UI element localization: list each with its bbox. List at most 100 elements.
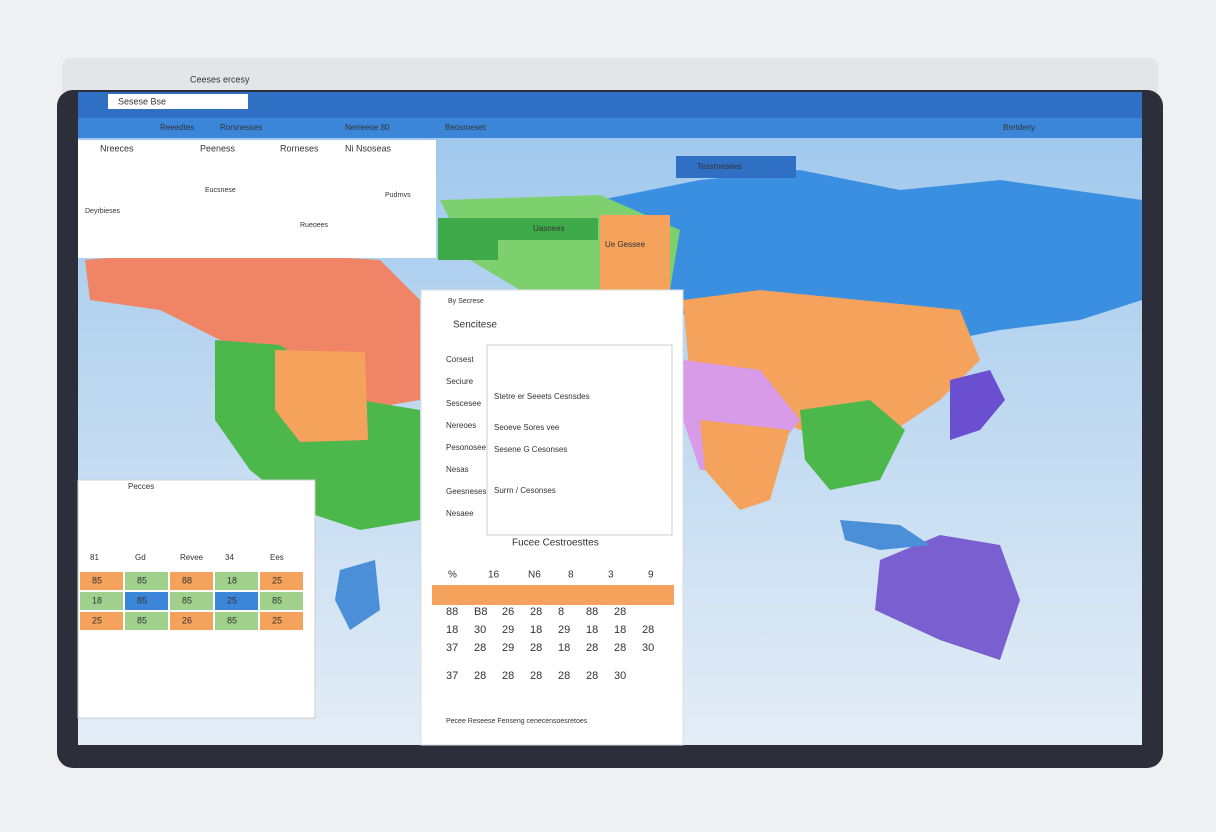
nav-item: Pesonosee xyxy=(446,443,487,452)
table-cell: 28 xyxy=(614,606,626,618)
nav-item: Nesaee xyxy=(446,509,474,518)
table-header: % xyxy=(448,570,457,581)
toolbar-item: Nerreeoe 80 xyxy=(345,123,390,132)
left-table-title: Pecces xyxy=(128,482,154,491)
subtoolbar xyxy=(78,118,1142,138)
left-table-cell: 25 xyxy=(92,615,102,625)
toolbar xyxy=(78,92,1142,118)
table-cell: 28 xyxy=(502,670,514,682)
url-box xyxy=(108,94,248,109)
table-cell: 28 xyxy=(642,624,654,636)
tab-title: Ceeses ercesy xyxy=(190,74,250,84)
left-table-header: 81 xyxy=(90,553,99,562)
panel-title: Sencitese xyxy=(453,320,497,331)
nav-item: Sescesee xyxy=(446,399,482,408)
left-table-cell: 25 xyxy=(272,615,282,625)
left-table-cell: 85 xyxy=(182,595,192,605)
table-cell: 8 xyxy=(558,606,564,618)
map-label-box xyxy=(676,156,796,178)
toolbar-item: Rorsnesses xyxy=(220,123,262,132)
left-table-cell-bg xyxy=(80,612,123,630)
panel-header: By Secrese xyxy=(448,298,484,305)
table-cell: 29 xyxy=(502,642,514,654)
left-table-header: Revee xyxy=(180,553,204,562)
left-table-cell-bg xyxy=(125,612,168,630)
table-cell: 18 xyxy=(558,642,570,654)
card xyxy=(486,344,673,536)
left-table-cell: 85 xyxy=(137,575,147,585)
table-cell: 28 xyxy=(586,670,598,682)
left-table-cell-bg xyxy=(80,592,123,610)
table-cell: 18 xyxy=(614,624,626,636)
left-table-cell: 26 xyxy=(182,615,192,625)
left-table-cell: 85 xyxy=(227,615,237,625)
table-cell: 29 xyxy=(502,624,514,636)
left-table-cell: 25 xyxy=(227,595,237,605)
landmass xyxy=(800,400,905,490)
table-cell: 88 xyxy=(446,606,458,618)
toolbar-item: Reeedtes xyxy=(160,123,194,132)
landmass xyxy=(840,520,930,550)
table-cell: 18 xyxy=(586,624,598,636)
ribbon-label: Eucsnese xyxy=(205,187,236,194)
map-box-label: Ue Gessee xyxy=(605,240,646,249)
card-item: Surrn / Cesonses xyxy=(494,486,556,495)
ribbon-tab: Peeness xyxy=(200,143,236,153)
left-table-cell: 85 xyxy=(137,615,147,625)
left-table-cell-bg xyxy=(260,572,303,590)
left-table-cell-bg xyxy=(170,572,213,590)
panel-footer: Pecee Reseese Fenseng cenecensoesretoes xyxy=(446,718,588,725)
left-table-cell-bg xyxy=(80,572,123,590)
left-table-cell-bg xyxy=(170,612,213,630)
table-cell: 30 xyxy=(642,642,654,654)
left-table-cell: 18 xyxy=(92,595,102,605)
left-table-cell-bg xyxy=(215,612,258,630)
table-cell: 29 xyxy=(558,624,570,636)
card-item: Stetre er Seeets Cesnsdes xyxy=(494,392,590,401)
card-item: Sesene G Cesonses xyxy=(494,445,567,454)
nav-item: Geesneses xyxy=(446,487,486,496)
table-title: Fucee Cestroesttes xyxy=(512,538,599,549)
left-table-header: Ees xyxy=(270,553,284,562)
table-cell: 88 xyxy=(586,606,598,618)
table-header: 16 xyxy=(488,570,500,581)
ribbon-tab: Nreeces xyxy=(100,143,134,153)
table-header: 3 xyxy=(608,570,614,581)
table-header: 8 xyxy=(568,570,574,581)
nav-item: Seciure xyxy=(446,377,474,386)
ribbon-label: Pudrnvs xyxy=(385,192,411,199)
left-table-header: 34 xyxy=(225,553,234,562)
table-cell: 28 xyxy=(586,642,598,654)
table-cell: 28 xyxy=(474,642,486,654)
left-table-cell-bg xyxy=(260,612,303,630)
ribbon-label: Rueoees xyxy=(300,222,329,229)
green-box xyxy=(438,218,498,260)
ribbon-label: Deyrbieses xyxy=(85,208,121,215)
ribbon xyxy=(78,140,436,258)
nav-item: Nereoes xyxy=(446,421,476,430)
landmass xyxy=(335,560,380,630)
ribbon-tab: Ni Nsoseas xyxy=(345,143,392,153)
table-cell: 28 xyxy=(614,642,626,654)
table-cell: 37 xyxy=(446,670,458,682)
table-row-bg xyxy=(432,585,674,605)
table-cell: 26 xyxy=(502,606,514,618)
left-table-cell-bg xyxy=(260,592,303,610)
landmass xyxy=(875,535,1020,660)
left-table-cell: 88 xyxy=(182,575,192,585)
left-table-cell: 85 xyxy=(137,595,147,605)
left-table-cell-bg xyxy=(125,592,168,610)
ribbon-tab: Rorneses xyxy=(280,143,319,153)
table-cell: 28 xyxy=(474,670,486,682)
toolbar-item: Bretdeny xyxy=(1003,123,1035,132)
toolbar-item: Beosroeset xyxy=(445,123,486,132)
left-table-cell: 25 xyxy=(272,575,282,585)
left-table-cell-bg xyxy=(125,572,168,590)
table-cell: 30 xyxy=(474,624,486,636)
browser-bar xyxy=(62,58,1158,98)
orange-box xyxy=(600,215,670,290)
table-cell: 30 xyxy=(614,670,626,682)
table-cell: 28 xyxy=(530,670,542,682)
left-table-header: Gd xyxy=(135,553,146,562)
left-table-cell: 18 xyxy=(227,575,237,585)
